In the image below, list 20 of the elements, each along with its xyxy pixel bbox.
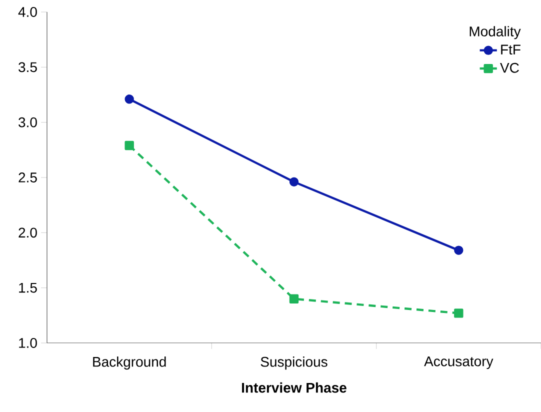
y-tick-label: 3.5: [18, 62, 37, 72]
y-tick-label: 4.0: [18, 7, 37, 17]
legend-label: VC: [500, 62, 519, 73]
y-tick-label: 2.0: [18, 228, 37, 238]
y-tick-label: 1.0: [19, 338, 37, 348]
y-tick-label: 1.5: [19, 282, 37, 293]
point: [289, 177, 299, 187]
x-tick-label: Accusatory: [424, 356, 494, 370]
legend-title: Modality: [470, 26, 521, 40]
x-axis-title: Interview Phase: [242, 382, 346, 393]
legend-label: FtF: [501, 44, 520, 55]
point: [289, 294, 299, 304]
point: [454, 246, 464, 255]
point: [124, 94, 134, 104]
point: [124, 140, 134, 150]
x-tick-label: Background: [93, 356, 166, 370]
x-tick-label: Suspicious: [260, 356, 328, 370]
y-tick-label: 2.5: [18, 172, 37, 182]
y-tick-label: 3.0: [18, 117, 37, 128]
point: [454, 308, 464, 318]
